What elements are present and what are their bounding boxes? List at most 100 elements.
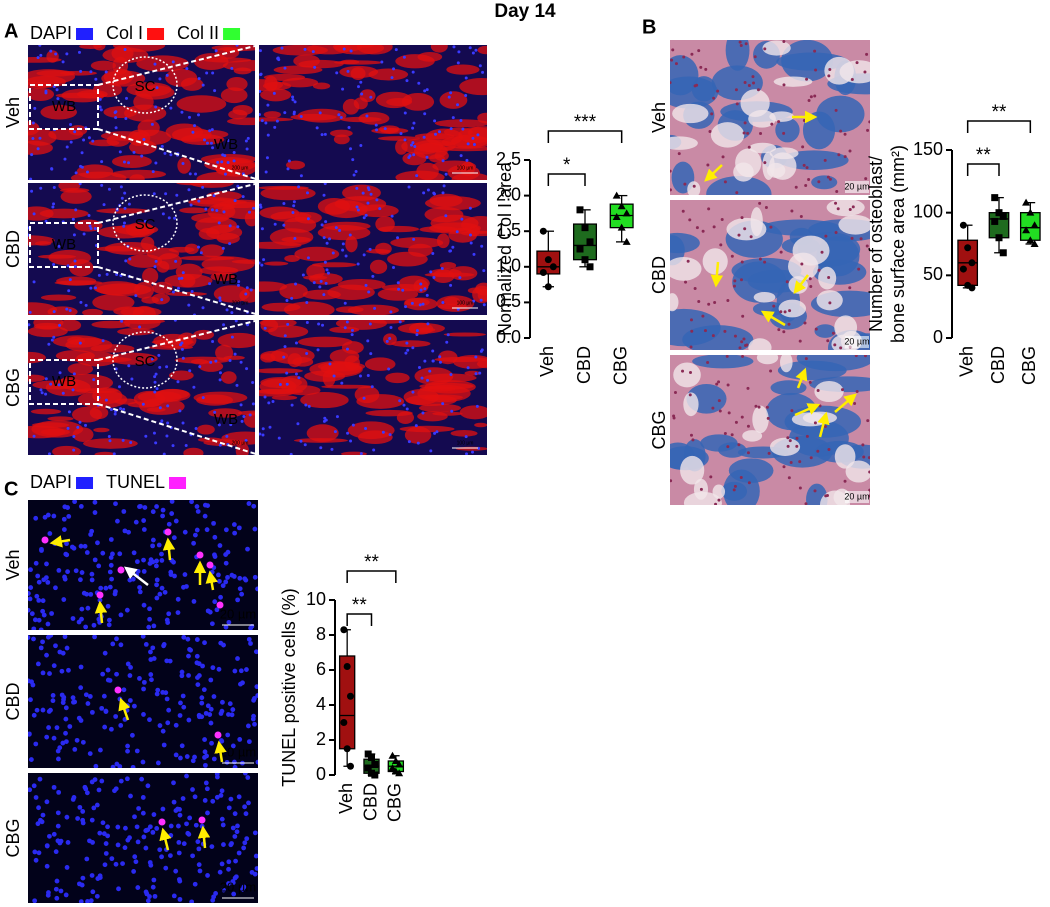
nucleus bbox=[39, 186, 43, 190]
nucleus bbox=[169, 511, 175, 516]
cell bbox=[723, 432, 727, 436]
nucleus bbox=[347, 126, 351, 130]
cell bbox=[704, 67, 708, 71]
nucleus bbox=[254, 684, 258, 690]
nucleus bbox=[243, 811, 249, 817]
data-point bbox=[622, 237, 631, 245]
nucleus bbox=[64, 814, 70, 820]
nucleus bbox=[98, 97, 102, 101]
collagen bbox=[375, 91, 413, 109]
nucleus bbox=[218, 443, 222, 447]
nucleus bbox=[127, 202, 131, 206]
nucleus bbox=[50, 167, 54, 171]
nucleus bbox=[194, 660, 200, 666]
cell bbox=[807, 177, 811, 181]
cell bbox=[701, 314, 705, 318]
y-tick-label: 10 bbox=[306, 589, 326, 609]
cell bbox=[817, 180, 821, 184]
bone bbox=[700, 434, 738, 452]
nucleus bbox=[469, 241, 473, 245]
nucleus bbox=[109, 407, 113, 411]
region-label: SC bbox=[135, 216, 156, 233]
nucleus bbox=[173, 518, 179, 524]
nucleus bbox=[461, 127, 465, 131]
nucleus bbox=[131, 550, 137, 556]
cell bbox=[798, 460, 802, 464]
nucleus bbox=[46, 890, 51, 895]
nucleus bbox=[199, 251, 203, 255]
collagen bbox=[460, 161, 475, 177]
cell bbox=[735, 191, 739, 195]
nucleus bbox=[108, 439, 112, 443]
nucleus bbox=[103, 709, 109, 714]
nucleus bbox=[464, 94, 468, 98]
cell bbox=[837, 153, 841, 157]
nucleus bbox=[95, 540, 100, 546]
nucleus bbox=[285, 382, 289, 386]
nucleus bbox=[374, 123, 378, 127]
nucleus bbox=[157, 723, 163, 728]
nucleus bbox=[71, 699, 76, 705]
nucleus bbox=[78, 577, 83, 583]
nucleus bbox=[194, 637, 200, 642]
nucleus bbox=[344, 254, 348, 258]
micrograph-content bbox=[259, 183, 487, 315]
collagen bbox=[260, 88, 292, 102]
nucleus bbox=[349, 49, 353, 53]
nucleus bbox=[47, 531, 53, 536]
x-tick-label: CBD bbox=[360, 783, 380, 821]
row-label: Veh bbox=[649, 102, 669, 133]
nucleus bbox=[78, 899, 84, 903]
collagen bbox=[221, 371, 237, 384]
nucleus bbox=[234, 829, 240, 835]
nucleus bbox=[447, 95, 451, 99]
nucleus bbox=[431, 349, 435, 353]
nucleus bbox=[252, 206, 255, 210]
nucleus bbox=[78, 685, 84, 691]
cell bbox=[670, 169, 672, 173]
nucleus bbox=[137, 585, 142, 590]
nucleus bbox=[232, 530, 238, 536]
marrow bbox=[750, 207, 763, 237]
cell bbox=[843, 479, 847, 483]
nucleus bbox=[396, 281, 400, 285]
nucleus bbox=[114, 761, 120, 767]
nucleus bbox=[67, 410, 71, 414]
arrow bbox=[214, 740, 227, 763]
collagen bbox=[390, 237, 444, 249]
nucleus bbox=[451, 245, 455, 249]
collagen bbox=[232, 104, 253, 116]
nucleus bbox=[71, 217, 75, 221]
cell bbox=[868, 488, 870, 492]
nucleus bbox=[61, 60, 65, 64]
nucleus bbox=[33, 857, 39, 863]
collagen bbox=[264, 261, 289, 266]
marrow bbox=[670, 136, 698, 150]
legend-swatch bbox=[76, 477, 94, 489]
scale-bar-label: 100 µm bbox=[457, 165, 474, 171]
nucleus bbox=[43, 575, 49, 581]
nucleus bbox=[79, 570, 85, 575]
nucleus bbox=[237, 586, 243, 592]
x-tick-label: CBG bbox=[385, 783, 405, 822]
nucleus bbox=[368, 322, 372, 326]
nucleus bbox=[275, 119, 279, 123]
nucleus bbox=[63, 892, 69, 898]
nucleus bbox=[99, 778, 105, 784]
significance-bracket bbox=[547, 173, 586, 186]
collagen bbox=[450, 430, 478, 437]
cell bbox=[706, 163, 710, 167]
cell bbox=[863, 70, 867, 74]
nucleus bbox=[335, 71, 339, 75]
nucleus bbox=[189, 899, 195, 903]
nucleus bbox=[405, 79, 409, 83]
nucleus bbox=[168, 823, 174, 829]
collagen bbox=[385, 372, 410, 384]
nucleus bbox=[172, 573, 177, 579]
nucleus bbox=[194, 172, 198, 176]
collagen bbox=[58, 373, 114, 392]
y-tick-label: 1.5 bbox=[496, 220, 521, 240]
nucleus bbox=[54, 878, 60, 884]
cell bbox=[706, 360, 710, 364]
nucleus bbox=[31, 137, 35, 141]
